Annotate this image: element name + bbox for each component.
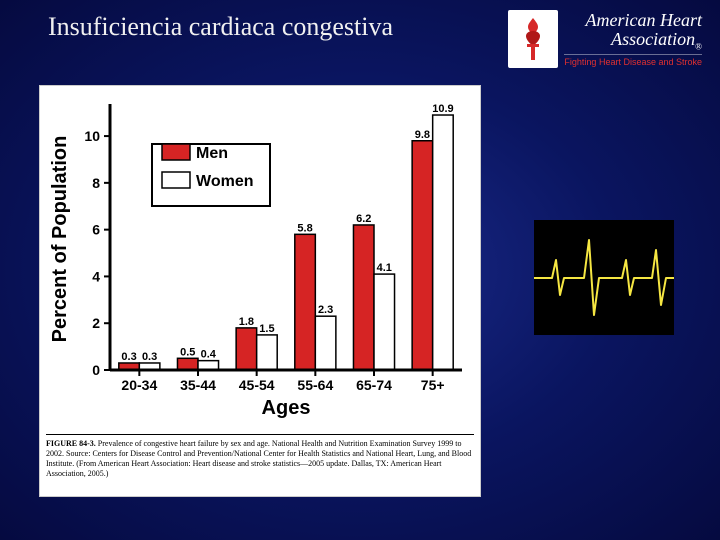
figure-caption: FIGURE 84-3. Prevalence of congestive he… [46, 434, 474, 490]
svg-text:20-34: 20-34 [121, 377, 157, 393]
aha-text: American Heart Association® Fighting Hea… [564, 11, 702, 67]
svg-text:10: 10 [84, 128, 100, 144]
svg-text:Men: Men [196, 145, 228, 162]
svg-text:1.5: 1.5 [259, 323, 274, 335]
aha-logo: American Heart Association® Fighting Hea… [508, 10, 702, 68]
svg-text:0.5: 0.5 [180, 346, 195, 358]
svg-text:4.1: 4.1 [377, 262, 392, 274]
bar-chart: 0 2 4 6 8 10 0.3 0.3 20-34 0.5 0.4 35-44 1.8 1.5 45-54… [48, 94, 472, 424]
slide: Insuficiencia cardiaca congestiva Americ… [0, 0, 720, 540]
aha-line2: Association [611, 29, 695, 49]
svg-text:2.3: 2.3 [318, 304, 333, 316]
aha-tagline: Fighting Heart Disease and Stroke [564, 54, 702, 67]
svg-text:0.3: 0.3 [121, 351, 136, 363]
aha-line1: American Heart [586, 10, 702, 30]
svg-text:0.3: 0.3 [142, 351, 157, 363]
svg-text:2: 2 [92, 315, 100, 331]
svg-text:55-64: 55-64 [297, 377, 333, 393]
svg-text:35-44: 35-44 [180, 377, 216, 393]
svg-text:1.8: 1.8 [239, 316, 254, 328]
svg-text:5.8: 5.8 [297, 222, 312, 234]
chart-panel: 0 2 4 6 8 10 0.3 0.3 20-34 0.5 0.4 35-44 1.8 1.5 45-54… [40, 86, 480, 496]
svg-text:6.2: 6.2 [356, 213, 371, 225]
svg-text:6: 6 [92, 222, 100, 238]
ekg-icon [534, 220, 674, 335]
svg-text:0: 0 [92, 362, 100, 378]
ekg-box [534, 220, 674, 335]
torch-icon [508, 10, 558, 68]
svg-text:9.8: 9.8 [415, 129, 430, 141]
svg-text:Percent of Population: Percent of Population [49, 136, 71, 343]
svg-text:45-54: 45-54 [239, 377, 275, 393]
svg-text:65-74: 65-74 [356, 377, 392, 393]
svg-text:Women: Women [196, 173, 253, 190]
slide-title: Insuficiencia cardiaca congestiva [48, 12, 393, 42]
svg-text:10.9: 10.9 [432, 103, 453, 115]
svg-text:0.4: 0.4 [201, 349, 217, 361]
svg-text:4: 4 [92, 268, 100, 284]
svg-text:8: 8 [92, 175, 100, 191]
svg-text:75+: 75+ [421, 377, 445, 393]
svg-text:Ages: Ages [262, 397, 311, 419]
aha-name: American Heart Association® [564, 11, 702, 52]
